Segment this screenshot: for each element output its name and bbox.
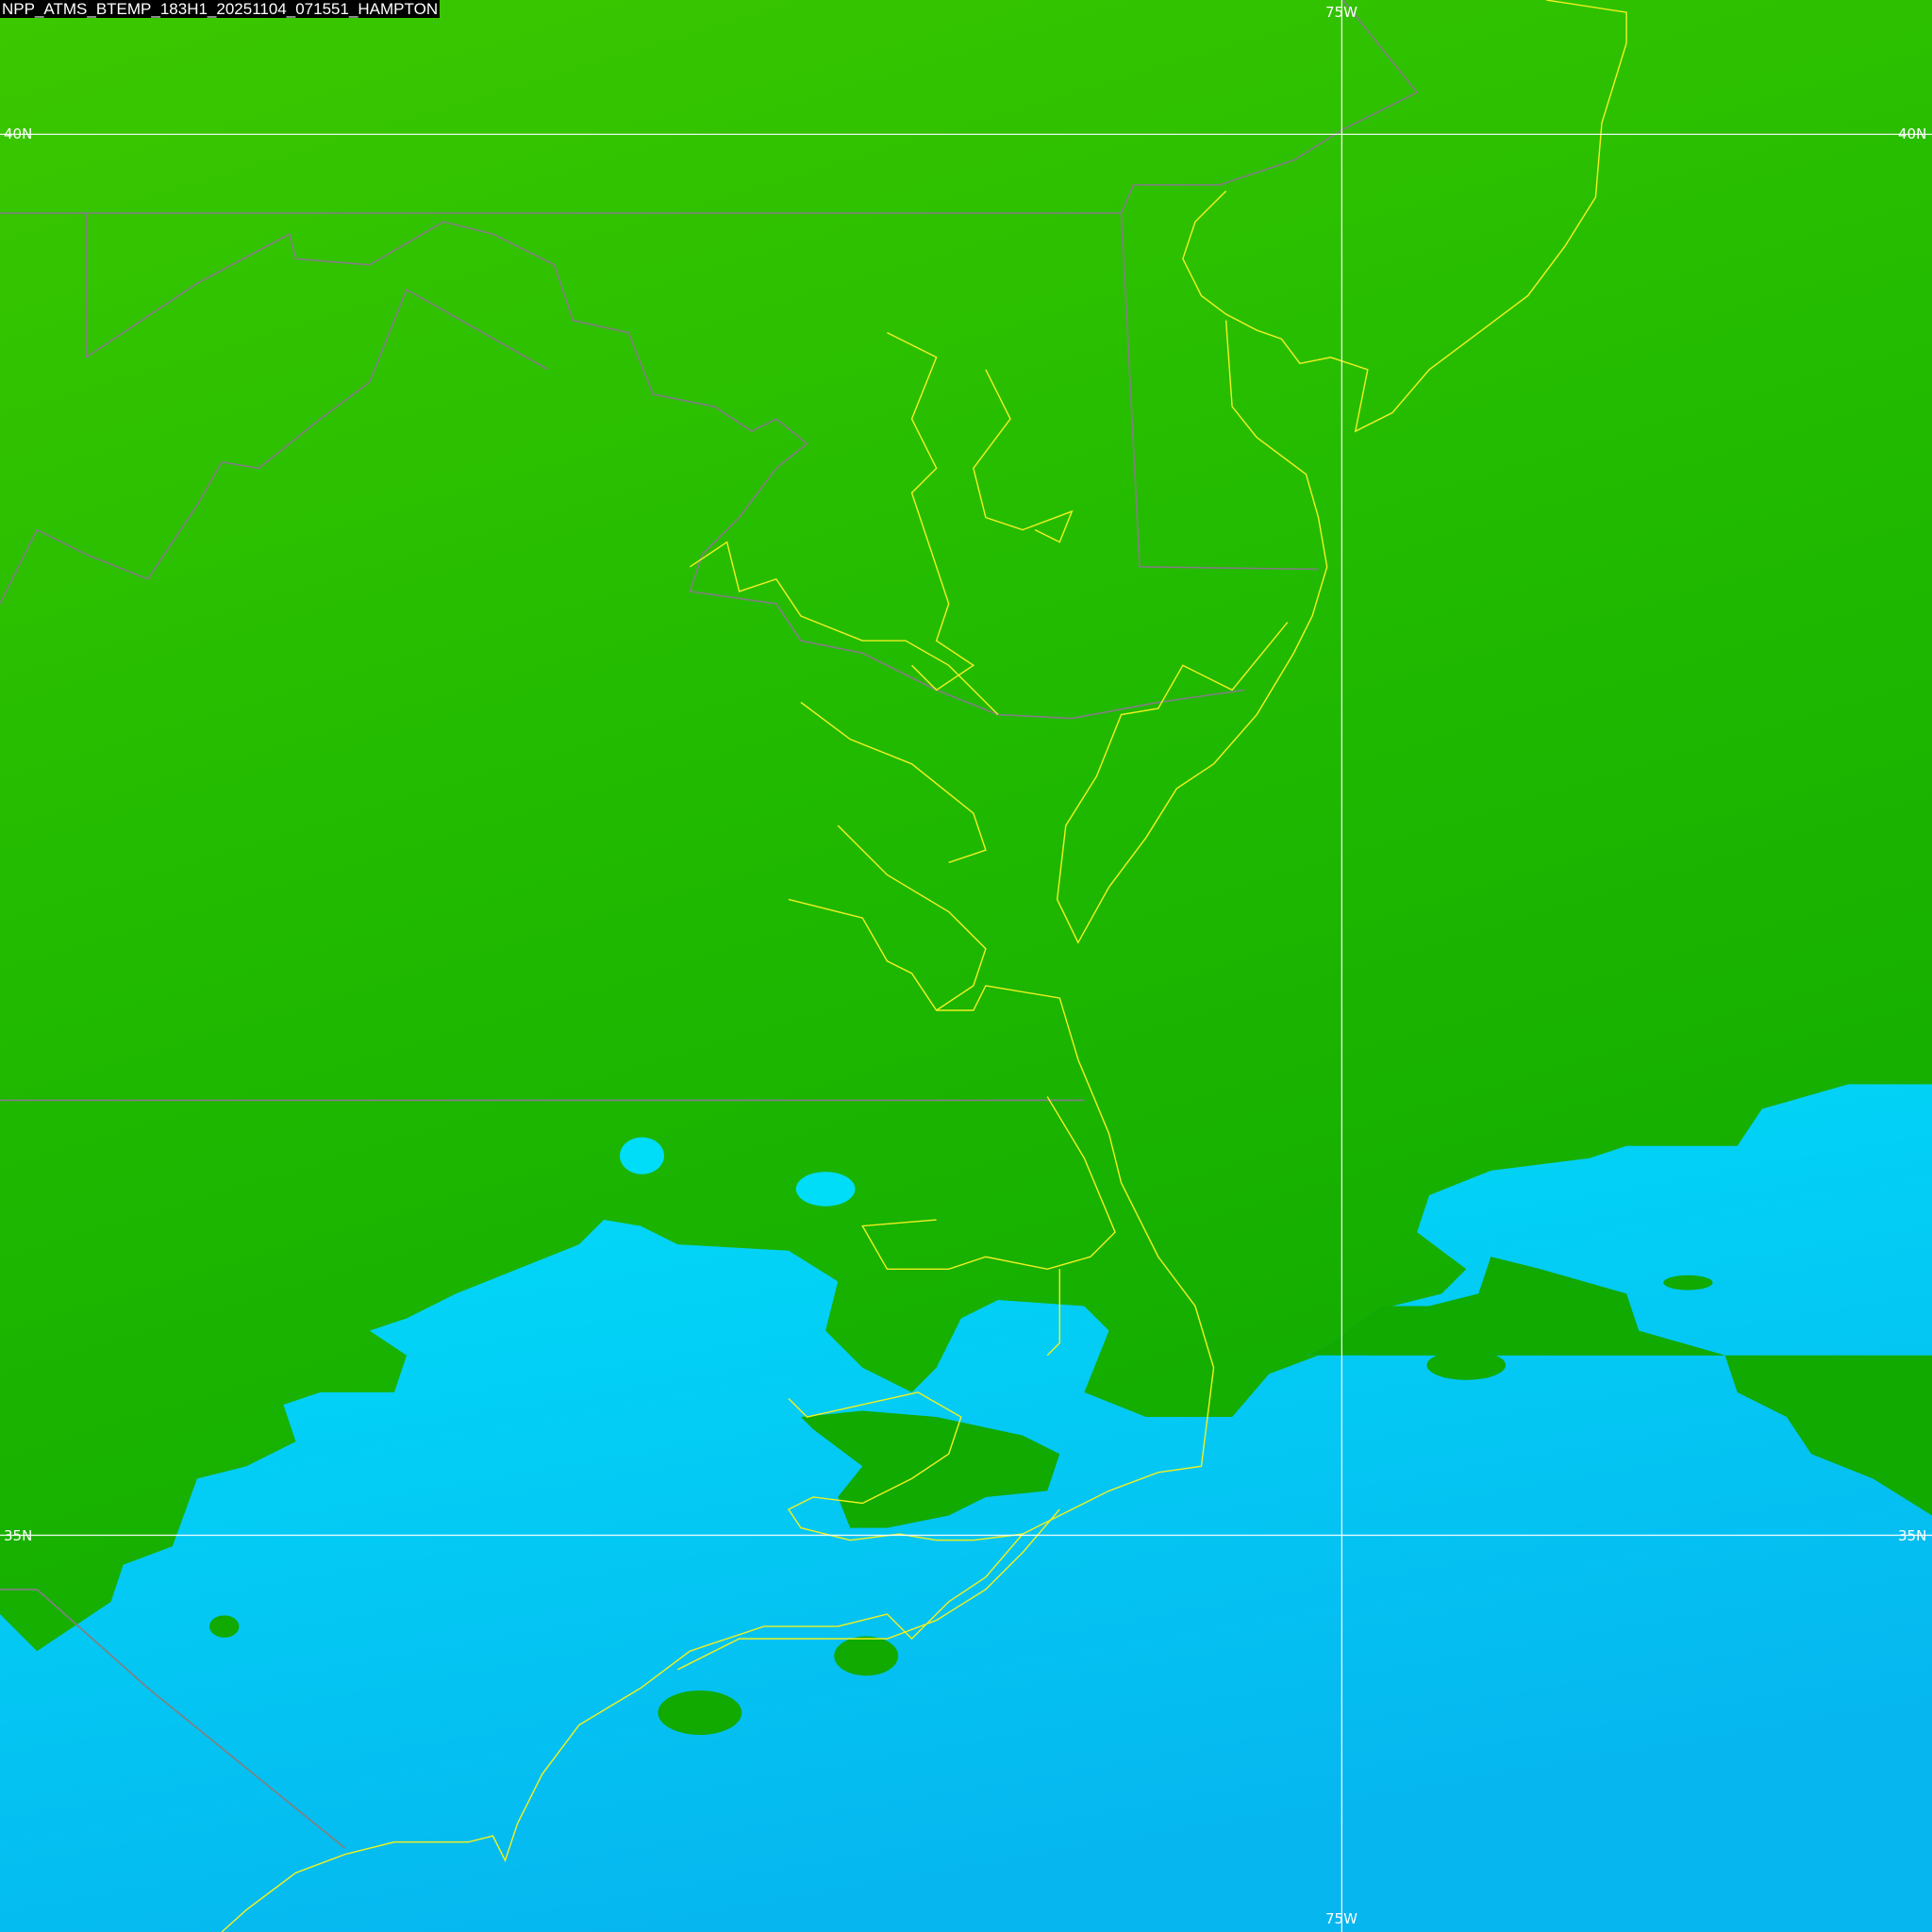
lat-label-35n-left: 35N bbox=[4, 1527, 33, 1544]
lat-label-40n-left: 40N bbox=[4, 125, 33, 142]
coastline bbox=[221, 0, 1627, 1932]
lon-label-75w-bottom: 75W bbox=[1325, 1910, 1357, 1927]
warm-region-islands bbox=[209, 1257, 1932, 1736]
state-borders bbox=[0, 0, 1419, 1849]
cold-region bbox=[0, 1084, 1932, 1932]
image-title: NPP_ATMS_BTEMP_183H1_20251104_071551_HAM… bbox=[0, 0, 441, 18]
lat-label-40n-right: 40N bbox=[1898, 125, 1927, 142]
cold-region-islands bbox=[619, 1137, 856, 1207]
lon-label-75w-top: 75W bbox=[1325, 4, 1357, 21]
lat-label-35n-right: 35N bbox=[1898, 1527, 1927, 1544]
